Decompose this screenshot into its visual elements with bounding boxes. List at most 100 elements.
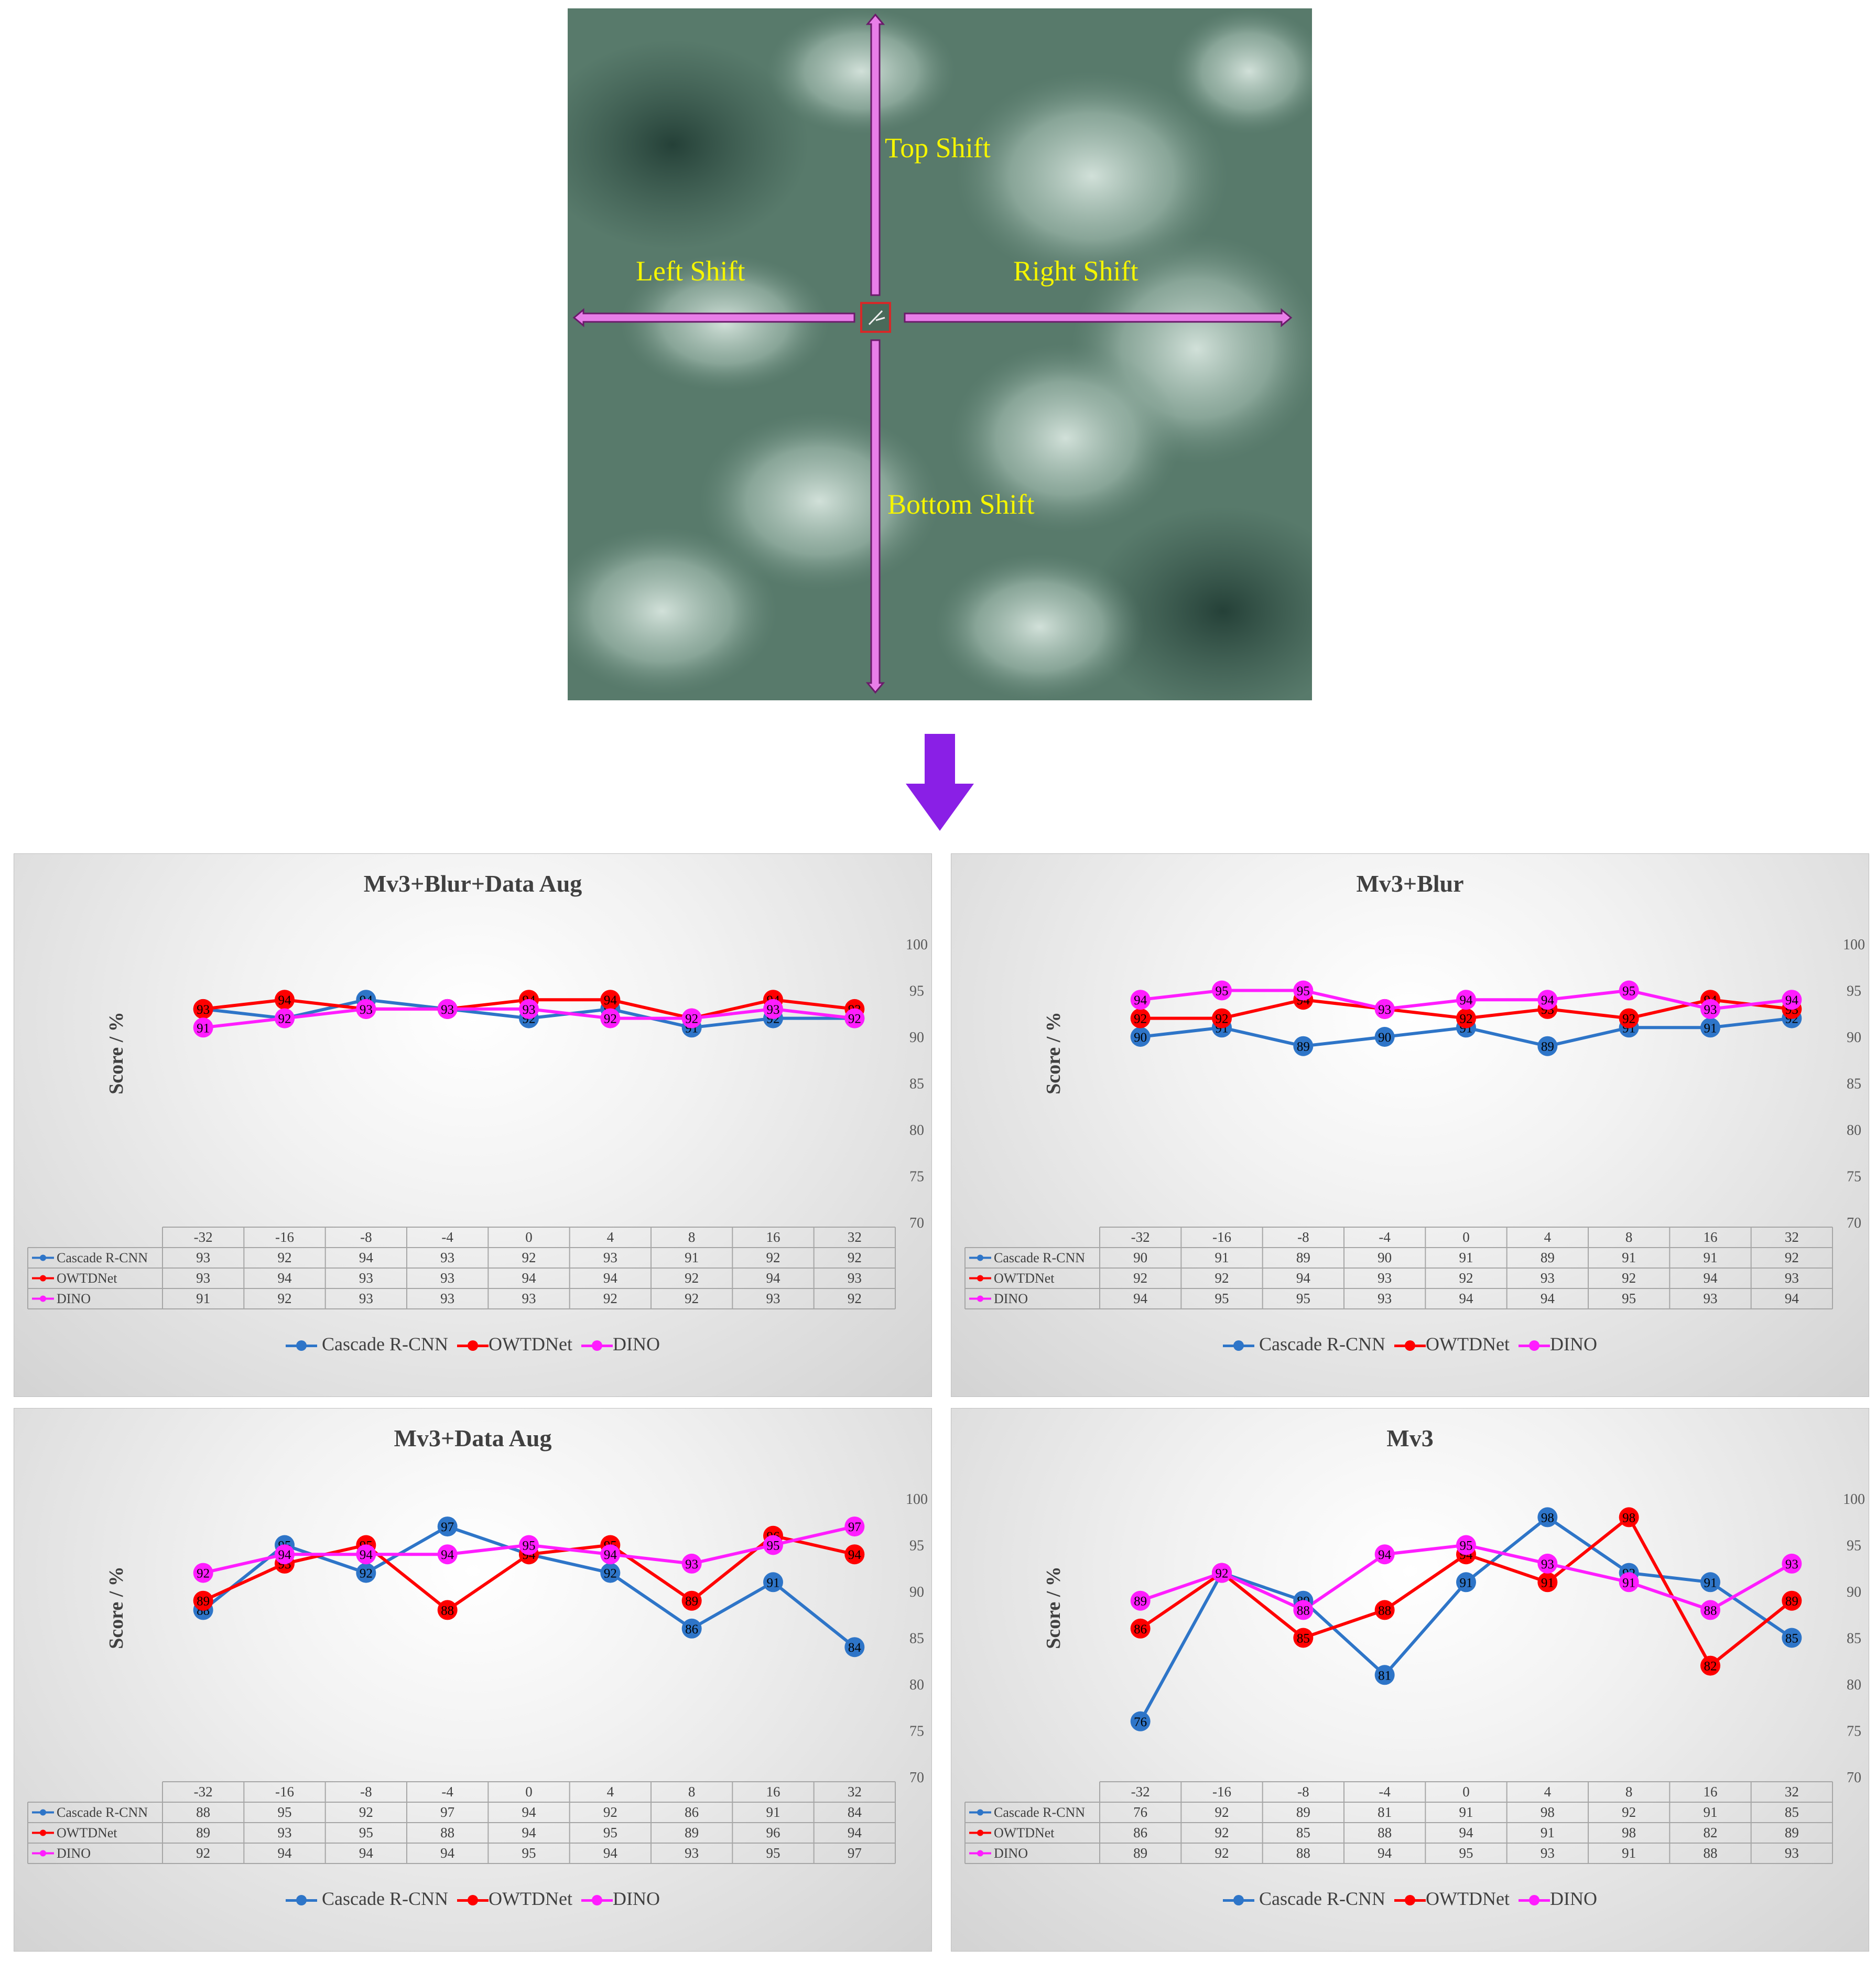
legend-item-owtdnet: OWTDNet [457, 1888, 572, 1910]
data-point [193, 1590, 213, 1611]
y-tick-label: 80 [909, 1677, 924, 1693]
chart-plot: 70 75 80 85 90 95 100 -32 -16 -8 -4 0 4 8 16 32 Cascade … [964, 937, 1865, 1309]
x-tick-label: 32 [848, 1784, 862, 1800]
table-cell-value: 94 [522, 1804, 537, 1820]
data-point [1456, 1008, 1476, 1028]
data-point [1537, 990, 1558, 1010]
y-tick-label: 95 [909, 1538, 924, 1554]
table-cell-value: 94 [603, 1270, 618, 1286]
table-cell-value: 91 [1622, 1845, 1636, 1861]
table-cell-value: 86 [1133, 1825, 1147, 1840]
table-legend-key-marker [40, 1850, 46, 1857]
x-tick-label: -32 [194, 1229, 213, 1245]
data-label: 86 [1134, 1622, 1147, 1637]
table-cell-value: 91 [766, 1804, 780, 1820]
table-legend-key-marker [40, 1254, 46, 1261]
table-legend-key-marker [977, 1295, 983, 1302]
table-cell-value: 92 [1785, 1250, 1799, 1265]
table-cell-value: 94 [603, 1845, 618, 1861]
chart-plot: 70 75 80 85 90 95 100 -32 -16 -8 -4 0 4 8 16 32 Cascade … [964, 1491, 1865, 1864]
data-point [1130, 1590, 1151, 1611]
data-label: 90 [1134, 1031, 1147, 1045]
data-point [356, 1563, 376, 1583]
x-tick-label: 32 [1785, 1229, 1799, 1245]
table-series-label: OWTDNet [994, 1825, 1055, 1840]
table-cell-value: 95 [522, 1845, 536, 1861]
table-cell-value: 92 [278, 1250, 292, 1265]
table-cell-value: 94 [278, 1270, 292, 1286]
x-tick-label: -4 [1379, 1784, 1391, 1800]
table-cell-value: 91 [196, 1291, 210, 1306]
data-point [1212, 1008, 1232, 1028]
data-point [1619, 1008, 1639, 1028]
data-label: 92 [360, 1567, 373, 1581]
data-point [1374, 1600, 1395, 1620]
left-shift-label: Left Shift [636, 255, 745, 287]
data-label: 91 [1704, 1021, 1717, 1035]
x-tick-label: 32 [1785, 1784, 1799, 1800]
table-legend-key-marker [977, 1275, 983, 1282]
table-cell-value: 93 [278, 1825, 292, 1840]
data-label: 85 [1785, 1632, 1798, 1646]
table-legend-key-marker [40, 1275, 46, 1282]
data-label: 93 [1704, 1003, 1717, 1017]
table-cell-value: 92 [278, 1291, 292, 1306]
table-cell-value: 95 [1215, 1291, 1229, 1306]
table-cell-value: 81 [1378, 1804, 1392, 1820]
table-cell-value: 91 [1459, 1804, 1473, 1820]
legend-item-dino: DINO [581, 1888, 660, 1910]
data-point [519, 999, 539, 1019]
table-cell-value: 91 [685, 1250, 699, 1265]
legend-item-cascade: Cascade R-CNN [1223, 1333, 1385, 1355]
data-label: 89 [197, 1595, 210, 1609]
data-label: 93 [1378, 1003, 1391, 1017]
data-label: 81 [1378, 1669, 1391, 1683]
chart-legend: Cascade R-CNN OWTDNet DINO [14, 1331, 931, 1355]
table-cell-value: 88 [440, 1825, 454, 1840]
data-label: 95 [767, 1539, 780, 1553]
data-point [1537, 1036, 1558, 1056]
y-tick-label: 90 [1847, 1030, 1861, 1046]
table-series-label: Cascade R-CNN [994, 1250, 1085, 1265]
table-cell-value: 96 [766, 1825, 780, 1840]
table-series-label: OWTDNet [57, 1271, 117, 1286]
data-point [1293, 1600, 1314, 1620]
data-point [1619, 980, 1639, 1001]
table-cell-value: 92 [196, 1845, 210, 1861]
y-tick-label: 75 [1847, 1724, 1861, 1740]
table-cell-value: 82 [1704, 1825, 1718, 1840]
data-label: 86 [685, 1622, 698, 1637]
x-tick-label: 8 [688, 1784, 696, 1800]
y-tick-label: 100 [1843, 937, 1865, 953]
table-cell-value: 94 [1459, 1825, 1474, 1840]
table-legend-key-marker [977, 1254, 983, 1261]
y-tick-label: 75 [1847, 1169, 1861, 1185]
table-cell-value: 93 [522, 1291, 536, 1306]
data-point [1700, 1600, 1720, 1620]
data-point [1700, 1572, 1720, 1592]
table-cell-value: 94 [1133, 1291, 1148, 1306]
table-cell-value: 85 [1296, 1825, 1310, 1840]
y-tick-label: 90 [1847, 1584, 1861, 1600]
table-cell-value: 89 [1785, 1825, 1799, 1840]
data-label: 92 [685, 1012, 698, 1026]
table-series-label: DINO [994, 1846, 1028, 1861]
data-point [1619, 1572, 1639, 1592]
data-table: -32 -16 -8 -4 0 4 8 16 32 Cascade R-CNN 93 92 94 93 92… [27, 1227, 896, 1309]
table-legend-key-marker [40, 1829, 46, 1836]
x-tick-label: 0 [1462, 1229, 1470, 1245]
table-cell-value: 95 [359, 1825, 373, 1840]
data-point [681, 1553, 702, 1574]
data-point [1130, 1618, 1151, 1639]
data-label: 97 [441, 1520, 454, 1534]
data-point [356, 1544, 376, 1565]
data-point [1456, 990, 1476, 1010]
data-label: 97 [848, 1520, 861, 1534]
data-point [437, 999, 458, 1019]
table-series-label: DINO [57, 1291, 91, 1306]
data-point [1537, 1572, 1558, 1592]
table-cell-value: 91 [1215, 1250, 1229, 1265]
table-cell-value: 94 [1785, 1291, 1799, 1306]
table-cell-value: 92 [603, 1804, 617, 1820]
y-tick-label: 85 [909, 1076, 924, 1092]
